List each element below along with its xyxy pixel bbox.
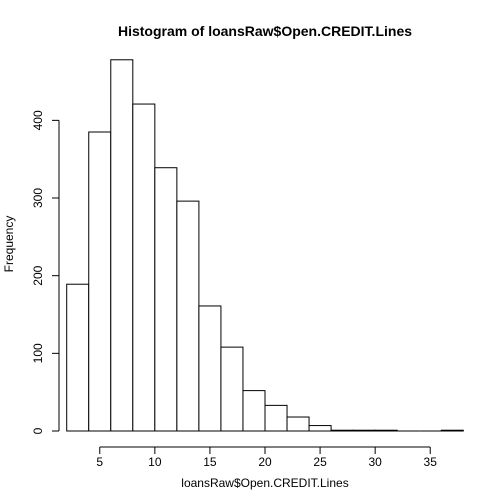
- histogram-bar: [286, 416, 310, 432]
- y-tick-label: 0: [31, 427, 45, 434]
- y-axis: 0 100 200 300 400: [31, 110, 60, 434]
- histogram-bar: [132, 103, 156, 432]
- y-tick-label: 100: [31, 343, 45, 363]
- histogram-bar: [308, 425, 332, 432]
- histogram-bar: [220, 346, 244, 432]
- histogram-bar: [440, 429, 464, 432]
- y-tick-label: 200: [31, 265, 45, 285]
- histogram-bar: [88, 131, 112, 432]
- y-tick-label: 300: [31, 188, 45, 208]
- histogram-bar: [66, 283, 90, 432]
- x-tick-label: 5: [96, 455, 103, 469]
- chart-title: Histogram of loansRaw$Open.CREDIT.Lines: [118, 23, 412, 39]
- histogram-bar: [374, 429, 398, 432]
- histogram-bars: [66, 59, 464, 432]
- x-axis-label: loansRaw$Open.CREDIT.Lines: [181, 476, 348, 490]
- x-tick-label: 10: [148, 455, 162, 469]
- x-axis: 5 10 15 20 25 30 35: [96, 446, 438, 469]
- histogram-bar: [110, 59, 134, 432]
- x-tick-label: 30: [368, 455, 382, 469]
- histogram-bar: [242, 390, 266, 432]
- histogram-bar: [176, 200, 200, 432]
- x-tick-label: 35: [424, 455, 438, 469]
- x-tick-label: 25: [313, 455, 327, 469]
- histogram-bar: [352, 429, 376, 432]
- histogram-bar: [264, 404, 288, 432]
- y-tick-label: 400: [31, 110, 45, 130]
- x-tick-label: 20: [258, 455, 272, 469]
- y-axis-label: Frequency: [2, 216, 16, 273]
- x-tick-label: 15: [203, 455, 217, 469]
- histogram-bar: [330, 429, 354, 432]
- histogram-bar: [154, 167, 178, 432]
- histogram-bar: [198, 305, 222, 432]
